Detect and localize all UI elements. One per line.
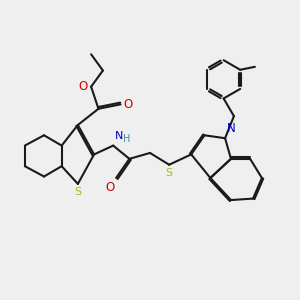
Text: N: N bbox=[115, 131, 123, 141]
Text: N: N bbox=[226, 122, 235, 135]
Text: S: S bbox=[74, 188, 81, 197]
Text: O: O bbox=[124, 98, 133, 111]
Text: H: H bbox=[124, 134, 131, 144]
Text: O: O bbox=[78, 80, 88, 93]
Text: O: O bbox=[105, 181, 115, 194]
Text: S: S bbox=[166, 168, 173, 178]
